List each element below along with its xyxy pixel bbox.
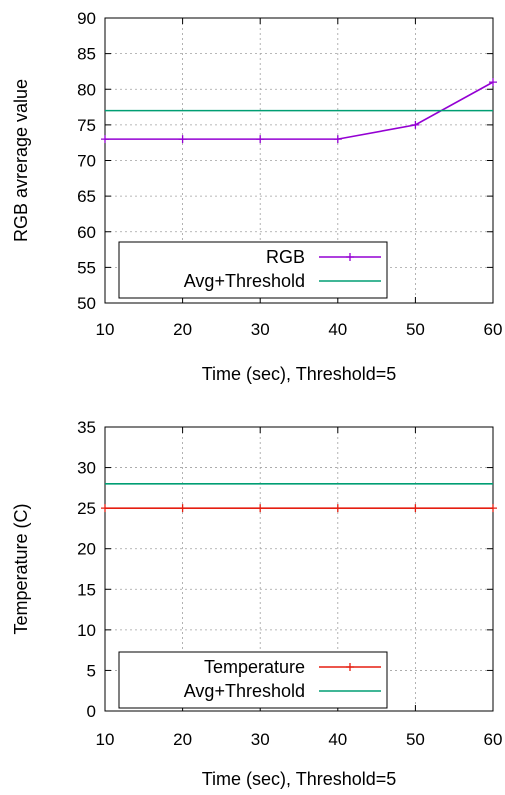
- y-tick-label: 30: [77, 459, 96, 478]
- y-tick-label: 50: [77, 294, 96, 313]
- legend-marker: [346, 663, 354, 671]
- y-tick-label: 5: [87, 661, 96, 680]
- y-tick-label: 55: [77, 258, 96, 277]
- legend-label: Temperature: [204, 657, 305, 677]
- y-tick-label: 0: [87, 702, 96, 721]
- data-point: [489, 504, 497, 513]
- data-point: [178, 504, 187, 513]
- legend: Temperature Avg+Threshold: [118, 651, 388, 709]
- series-line-1: [105, 81, 494, 140]
- data-point: [411, 120, 420, 129]
- legend-label: Avg+Threshold: [184, 271, 305, 291]
- y-axis-label: Temperature (C): [11, 503, 31, 634]
- data-point: [101, 504, 109, 513]
- legend-marker: [346, 253, 354, 261]
- data-point: [256, 504, 265, 513]
- y-tick-label: 10: [77, 621, 96, 640]
- legend-label: Avg+Threshold: [184, 681, 305, 701]
- data-point: [256, 135, 265, 144]
- x-axis-label: Time (sec), Threshold=5: [202, 769, 397, 789]
- data-point: [178, 135, 187, 144]
- x-tick-label: 50: [406, 730, 425, 749]
- y-tick-label: 90: [77, 9, 96, 28]
- y-tick-label: 85: [77, 45, 96, 64]
- y-tick-label: 60: [77, 223, 96, 242]
- y-tick-label: 25: [77, 499, 96, 518]
- x-tick-label: 10: [96, 730, 115, 749]
- legend-box: [118, 241, 388, 299]
- x-tick-label: 10: [96, 320, 115, 339]
- plot-frame: [104, 426, 494, 712]
- x-tick-label: 30: [251, 730, 270, 749]
- data-point: [333, 135, 342, 144]
- y-tick-label: 20: [77, 540, 96, 559]
- x-axis-label: Time (sec), Threshold=5: [202, 364, 397, 384]
- x-tick-label: 40: [328, 320, 347, 339]
- x-tick-label: 40: [328, 730, 347, 749]
- x-tick-label: 20: [173, 320, 192, 339]
- x-tick-label: 60: [484, 730, 503, 749]
- chart-1: 10 20 30 40 50 60 50 55 60 65 70 75 80 85 90 Time (sec)…: [11, 9, 502, 384]
- legend: RGB Avg+Threshold: [118, 241, 388, 299]
- chart-2: 10 20 30 40 50 60 0 5 10 15 20 25 30 35 Time (sec), Th…: [11, 418, 502, 789]
- x-tick-label: 60: [484, 320, 503, 339]
- y-tick-label: 15: [77, 580, 96, 599]
- data-point: [101, 135, 109, 144]
- y-tick-label: 65: [77, 187, 96, 206]
- legend-label: RGB: [266, 247, 305, 267]
- y-tick-label: 75: [77, 116, 96, 135]
- data-point: [489, 78, 497, 87]
- y-tick-label: 70: [77, 152, 96, 171]
- x-tick-label: 30: [251, 320, 270, 339]
- y-tick-label: 80: [77, 80, 96, 99]
- x-tick-label: 50: [406, 320, 425, 339]
- x-tick-label: 20: [173, 730, 192, 749]
- data-point: [333, 504, 342, 513]
- y-axis-label: RGB avrerage value: [11, 79, 31, 242]
- y-tick-label: 35: [77, 418, 96, 437]
- legend-box: [118, 651, 388, 709]
- data-point: [411, 504, 420, 513]
